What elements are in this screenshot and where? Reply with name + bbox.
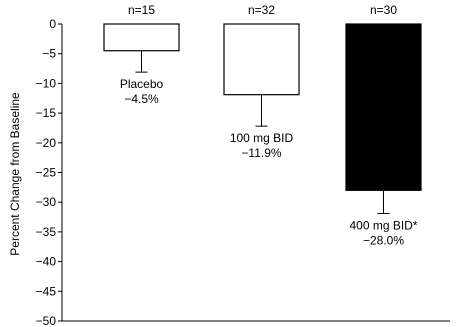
error-bars: [135, 50, 390, 214]
bar-name-label: 100 mg BID: [230, 131, 294, 145]
y-tick-label: −15: [36, 106, 57, 120]
y-tick-label: −20: [36, 136, 57, 150]
bar-value-label: −11.9%: [241, 146, 281, 160]
y-tick-label: −30: [36, 195, 57, 209]
bar-labels: n=15 Placebo−4.5% n=32 100 mg BID−11.9% n=30…: [120, 3, 418, 247]
y-tick-label: −50: [36, 314, 57, 327]
y-tick-label: −45: [36, 284, 57, 298]
sample-size-label: n=32: [248, 3, 275, 17]
y-tick-label: −25: [36, 166, 57, 180]
sample-size-label: n=30: [370, 3, 397, 17]
y-tick-label: −40: [36, 255, 57, 269]
bar: [345, 23, 422, 191]
y-axis-label: Percent Change from Baseline: [8, 92, 22, 256]
bar-value-label: −4.5%: [124, 92, 159, 106]
bars: [103, 23, 422, 191]
y-tick-label: −10: [36, 76, 57, 90]
bar-value-label: −28.0%: [363, 233, 404, 247]
y-tick-label: −35: [36, 225, 57, 239]
y-tick-label: 0: [49, 17, 56, 31]
y-tick-label: −5: [42, 47, 56, 61]
bar-name-label: 400 mg BID*: [349, 218, 417, 232]
sample-size-label: n=15: [128, 3, 155, 17]
bar: [223, 23, 300, 96]
bar: [103, 23, 180, 52]
y-axis-ticks: 0 −5 −10 −15 −20 −25 −30 −35 −40 −45 −50: [36, 17, 62, 327]
bar-name-label: Placebo: [120, 77, 164, 91]
